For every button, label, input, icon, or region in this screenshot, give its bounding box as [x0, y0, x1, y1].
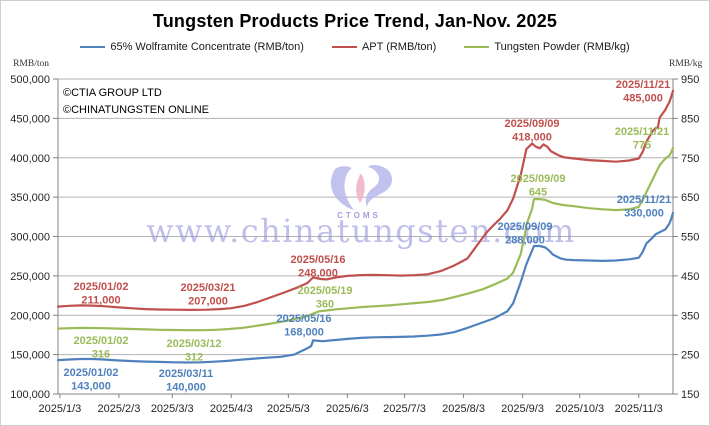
legend-label: 65% Wolframite Concentrate (RMB/ton): [110, 41, 304, 53]
x-axis-tick-label: 2025/9/3: [501, 403, 544, 415]
left-axis-tick-label: 200,000: [10, 310, 50, 322]
x-axis-tick-label: 2025/7/3: [383, 403, 426, 415]
legend-label: APT (RMB/ton): [361, 41, 437, 53]
right-axis-tick-label: 350: [681, 310, 699, 322]
logo-ctoms-text: CTOMS: [337, 211, 381, 220]
legend-item-1: APT (RMB/ton): [331, 41, 437, 53]
data-label: 2025/11/21 485,000: [616, 79, 670, 105]
data-label: 2025/05/16 168,000: [276, 313, 331, 339]
right-axis-unit: RMB/kg: [669, 59, 703, 69]
legend-item-0: 65% Wolframite Concentrate (RMB/ton): [80, 41, 304, 53]
legend-label: Tungsten Powder (RMB/kg): [494, 41, 630, 53]
right-axis-tick-label: 850: [681, 113, 699, 125]
data-label: 2025/11/21 330,000: [617, 194, 671, 220]
x-axis-tick-label: 2025/8/3: [442, 403, 485, 415]
series-lines: [56, 89, 675, 364]
right-axis-tick-label: 250: [681, 350, 699, 362]
logo-right-flame: [365, 165, 393, 207]
data-label: 2025/01/02 211,000: [73, 281, 128, 307]
data-label: 2025/03/12 312: [166, 338, 221, 364]
data-label: 2025/09/09 645: [510, 173, 565, 199]
right-axis-tick-label: 150: [681, 389, 699, 401]
right-axis-tick-label: 750: [681, 153, 699, 165]
x-axis-tick-label: 2025/4/3: [210, 403, 253, 415]
ctoms-logo: CTOMS: [330, 165, 393, 220]
x-axis-tick-label: 2025/2/3: [98, 403, 141, 415]
left-axis-tick-label: 350,000: [10, 192, 50, 204]
left-axis-tick-label: 100,000: [10, 389, 50, 401]
legend-line-sample: [464, 46, 490, 48]
legend-line-sample: [331, 46, 357, 48]
data-label: 2025/01/02 143,000: [63, 367, 118, 393]
left-axis-tick-label: 450,000: [10, 113, 50, 125]
data-label: 2025/11/21 775: [615, 126, 669, 152]
x-axis-tick-label: 2025/11/3: [615, 403, 663, 415]
x-axis-tick-label: 2025/10/3: [555, 403, 604, 415]
x-axis-tick-label: 2025/1/3: [38, 403, 81, 415]
right-axis-tick-label: 450: [681, 271, 699, 283]
x-axis-tick-label: 2025/3/3: [151, 403, 194, 415]
logo-left-flame: [330, 166, 354, 210]
data-label: 2025/05/19 360: [297, 285, 352, 311]
left-axis-tick-label: 400,000: [10, 153, 50, 165]
axes: RMB/ton RMB/kg 500,000 950 450,000 850 400,0…: [10, 59, 702, 415]
data-label: 2025/09/09 418,000: [504, 118, 559, 144]
logo-center-flame: [356, 174, 365, 203]
legend-line-sample: [80, 46, 106, 48]
left-axis-unit: RMB/ton: [13, 59, 49, 69]
right-axis-tick-label: 550: [681, 232, 699, 244]
series-line-0: [56, 211, 675, 364]
left-axis-tick-label: 500,000: [10, 74, 50, 86]
chart-title: Tungsten Products Price Trend, Jan-Nov. …: [152, 11, 558, 31]
copyright-line-2: ©CHINATUNGSTEN ONLINE: [63, 104, 209, 116]
left-axis-tick-label: 300,000: [10, 232, 50, 244]
data-label: 2025/05/16 248,000: [290, 254, 345, 280]
legend-item-2: Tungsten Powder (RMB/kg): [464, 41, 630, 53]
left-axis-tick-label: 150,000: [10, 350, 50, 362]
annotations: ©CTIA GROUP LTD ©CHINATUNGSTEN ONLINE 20…: [63, 79, 671, 394]
data-label: 2025/03/11 140,000: [159, 368, 213, 394]
copyright-line-1: ©CTIA GROUP LTD: [63, 87, 162, 99]
right-axis-tick-label: 950: [681, 74, 699, 86]
series-line-2: [56, 146, 675, 332]
x-axis-tick-label: 2025/5/3: [267, 403, 310, 415]
x-axis-tick-label: 2025/6/3: [326, 403, 369, 415]
chart-legend: 65% Wolframite Concentrate (RMB/ton) APT …: [1, 41, 709, 53]
data-label: 2025/01/02 316: [73, 335, 128, 361]
series-line-1: [56, 89, 675, 311]
left-axis-tick-label: 250,000: [10, 271, 50, 283]
data-label: 2025/03/21 207,000: [180, 282, 235, 308]
right-axis-tick-label: 650: [681, 192, 699, 204]
data-label: 2025/09/09 288,000: [497, 221, 552, 247]
gridlines: [58, 78, 673, 356]
